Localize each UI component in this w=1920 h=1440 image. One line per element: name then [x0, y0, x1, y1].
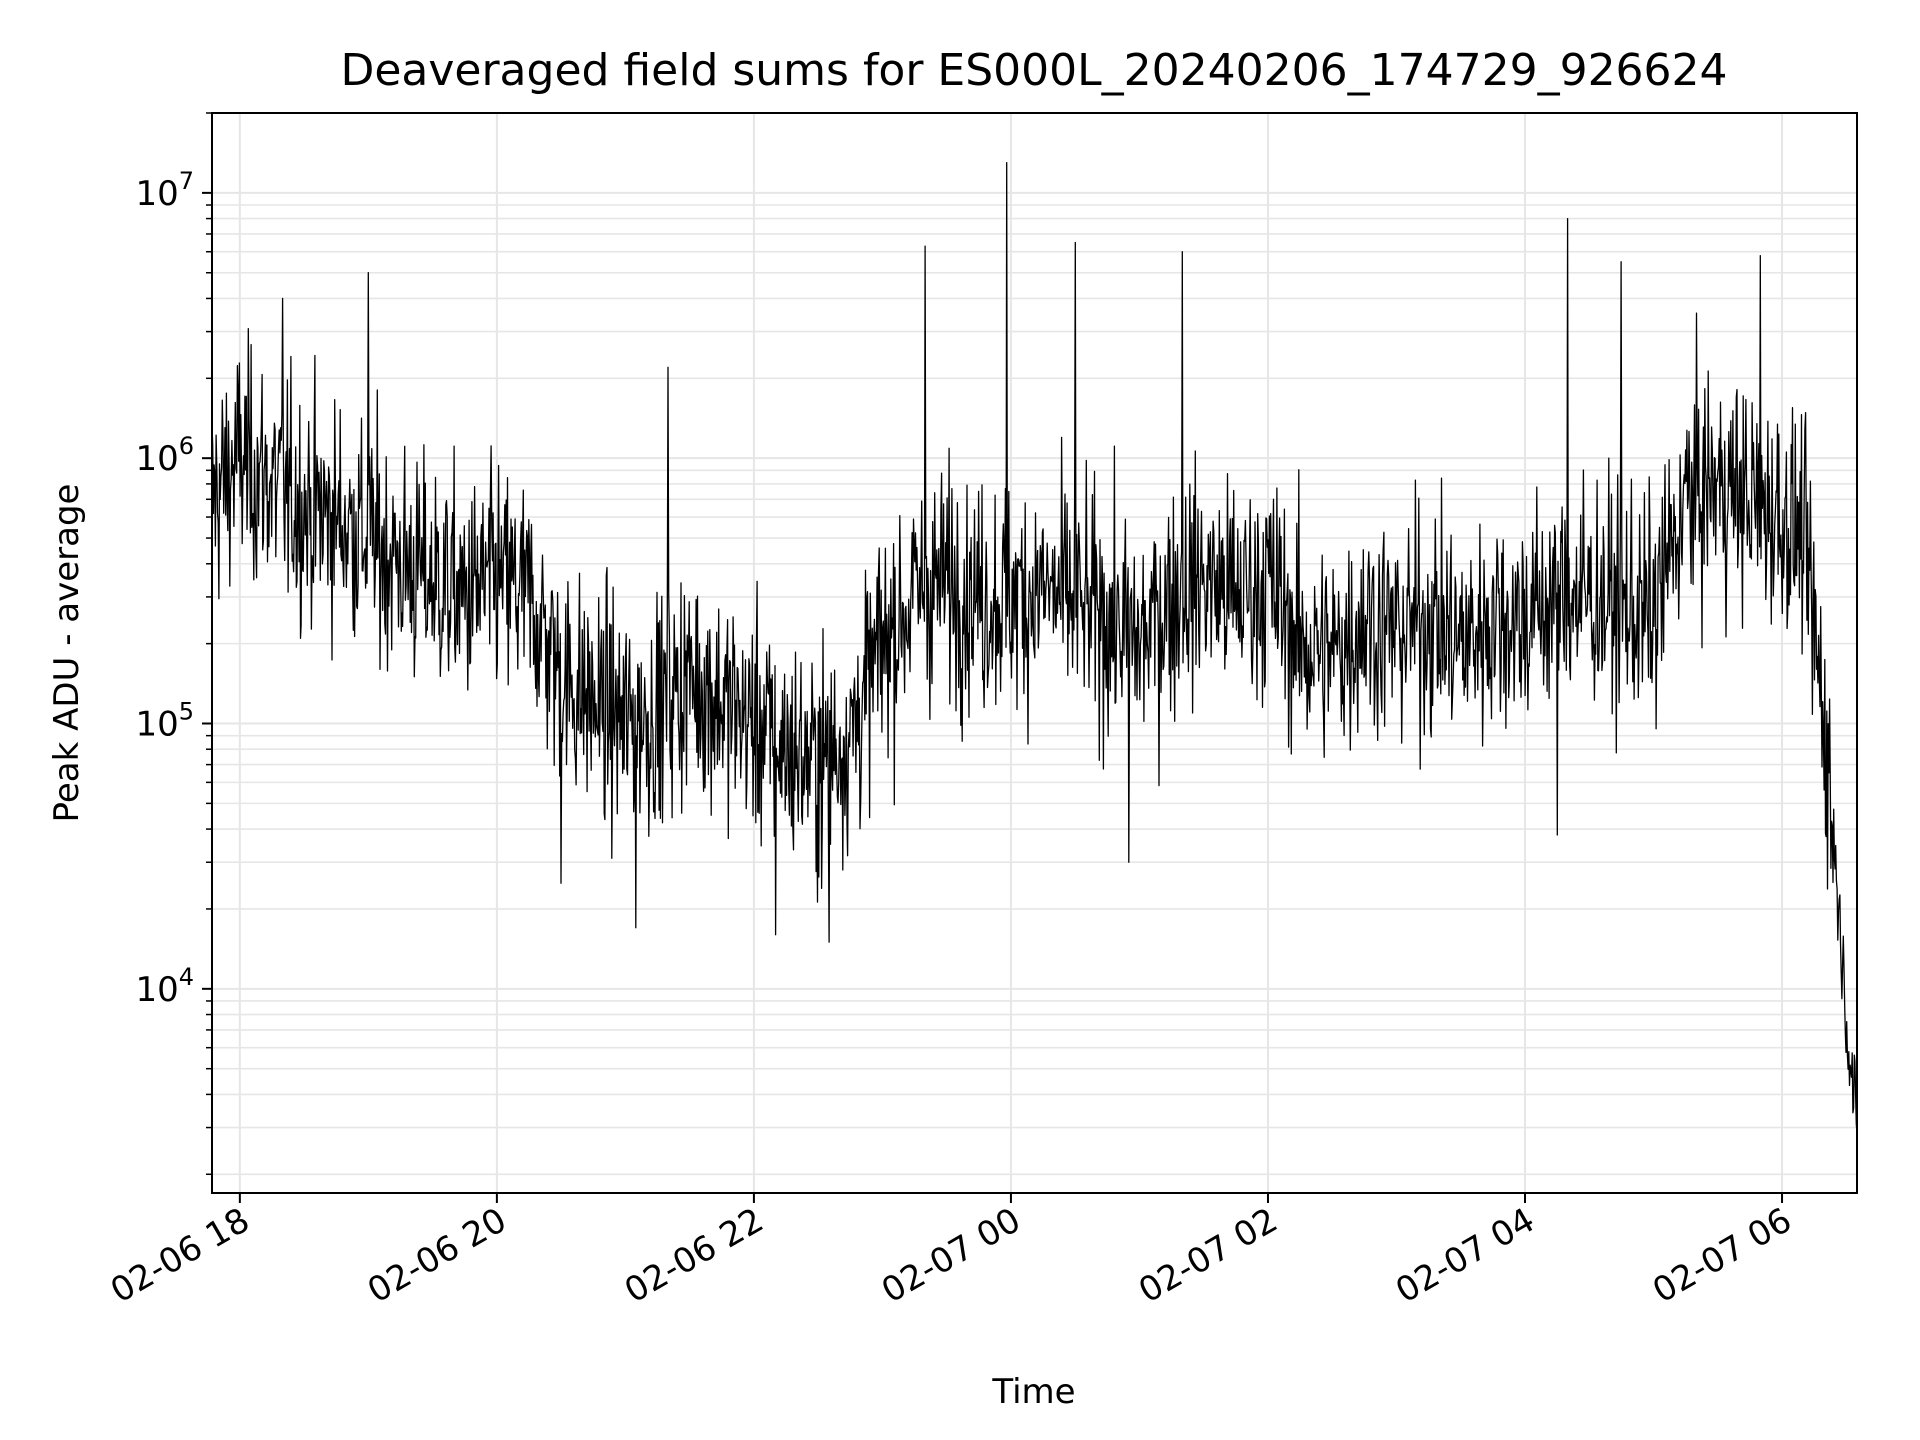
- y-tick-label: 104: [135, 963, 194, 1010]
- y-tick-exponent: 7: [179, 167, 194, 195]
- y-tick-base: 10: [135, 970, 178, 1010]
- x-axis-label: Time: [991, 1372, 1075, 1412]
- y-tick-exponent: 5: [179, 698, 194, 726]
- y-tick-label: 106: [135, 432, 194, 479]
- chart-title: Deaveraged field sums for ES000L_2024020…: [340, 45, 1727, 96]
- y-tick-exponent: 4: [179, 963, 194, 991]
- y-tick-label: 107: [135, 167, 194, 214]
- plot-frame: [211, 112, 1858, 1194]
- y-tick-label: 105: [135, 698, 194, 745]
- series-path: [211, 161, 1858, 1134]
- y-tick-exponent: 6: [179, 432, 194, 460]
- y-tick-base: 10: [135, 174, 178, 214]
- y-tick-base: 10: [135, 439, 178, 479]
- series-line: [211, 161, 1858, 1134]
- y-tick-base: 10: [135, 705, 178, 745]
- y-axis-label: Peak ADU - average: [47, 484, 87, 823]
